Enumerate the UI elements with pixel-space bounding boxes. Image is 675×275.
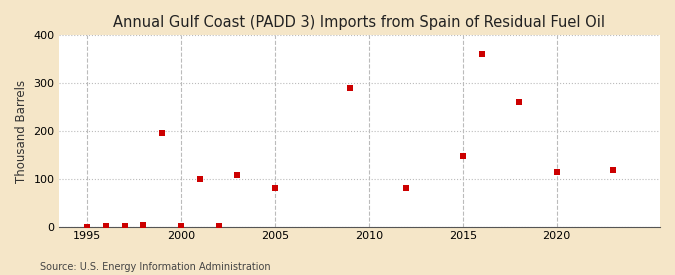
Point (157, 131, 167, 136)
Point (138, 223, 148, 227)
Title: Annual Gulf Coast (PADD 3) Imports from Spain of Residual Fuel Oil: Annual Gulf Coast (PADD 3) Imports from … (113, 15, 605, 30)
Point (82, 224, 92, 229)
Point (476, 52, 487, 57)
Point (551, 169, 562, 174)
Text: Source: U.S. Energy Information Administration: Source: U.S. Energy Information Administ… (40, 262, 271, 272)
Y-axis label: Thousand Barrels: Thousand Barrels (15, 79, 28, 183)
Point (194, 177, 205, 181)
Point (514, 100, 524, 104)
Point (176, 223, 186, 228)
Point (401, 186, 412, 191)
Point (213, 223, 224, 228)
Point (345, 86, 356, 90)
Point (458, 154, 468, 158)
Point (232, 173, 243, 177)
Point (101, 223, 111, 228)
Point (119, 223, 130, 228)
Point (269, 186, 280, 191)
Point (608, 168, 618, 172)
